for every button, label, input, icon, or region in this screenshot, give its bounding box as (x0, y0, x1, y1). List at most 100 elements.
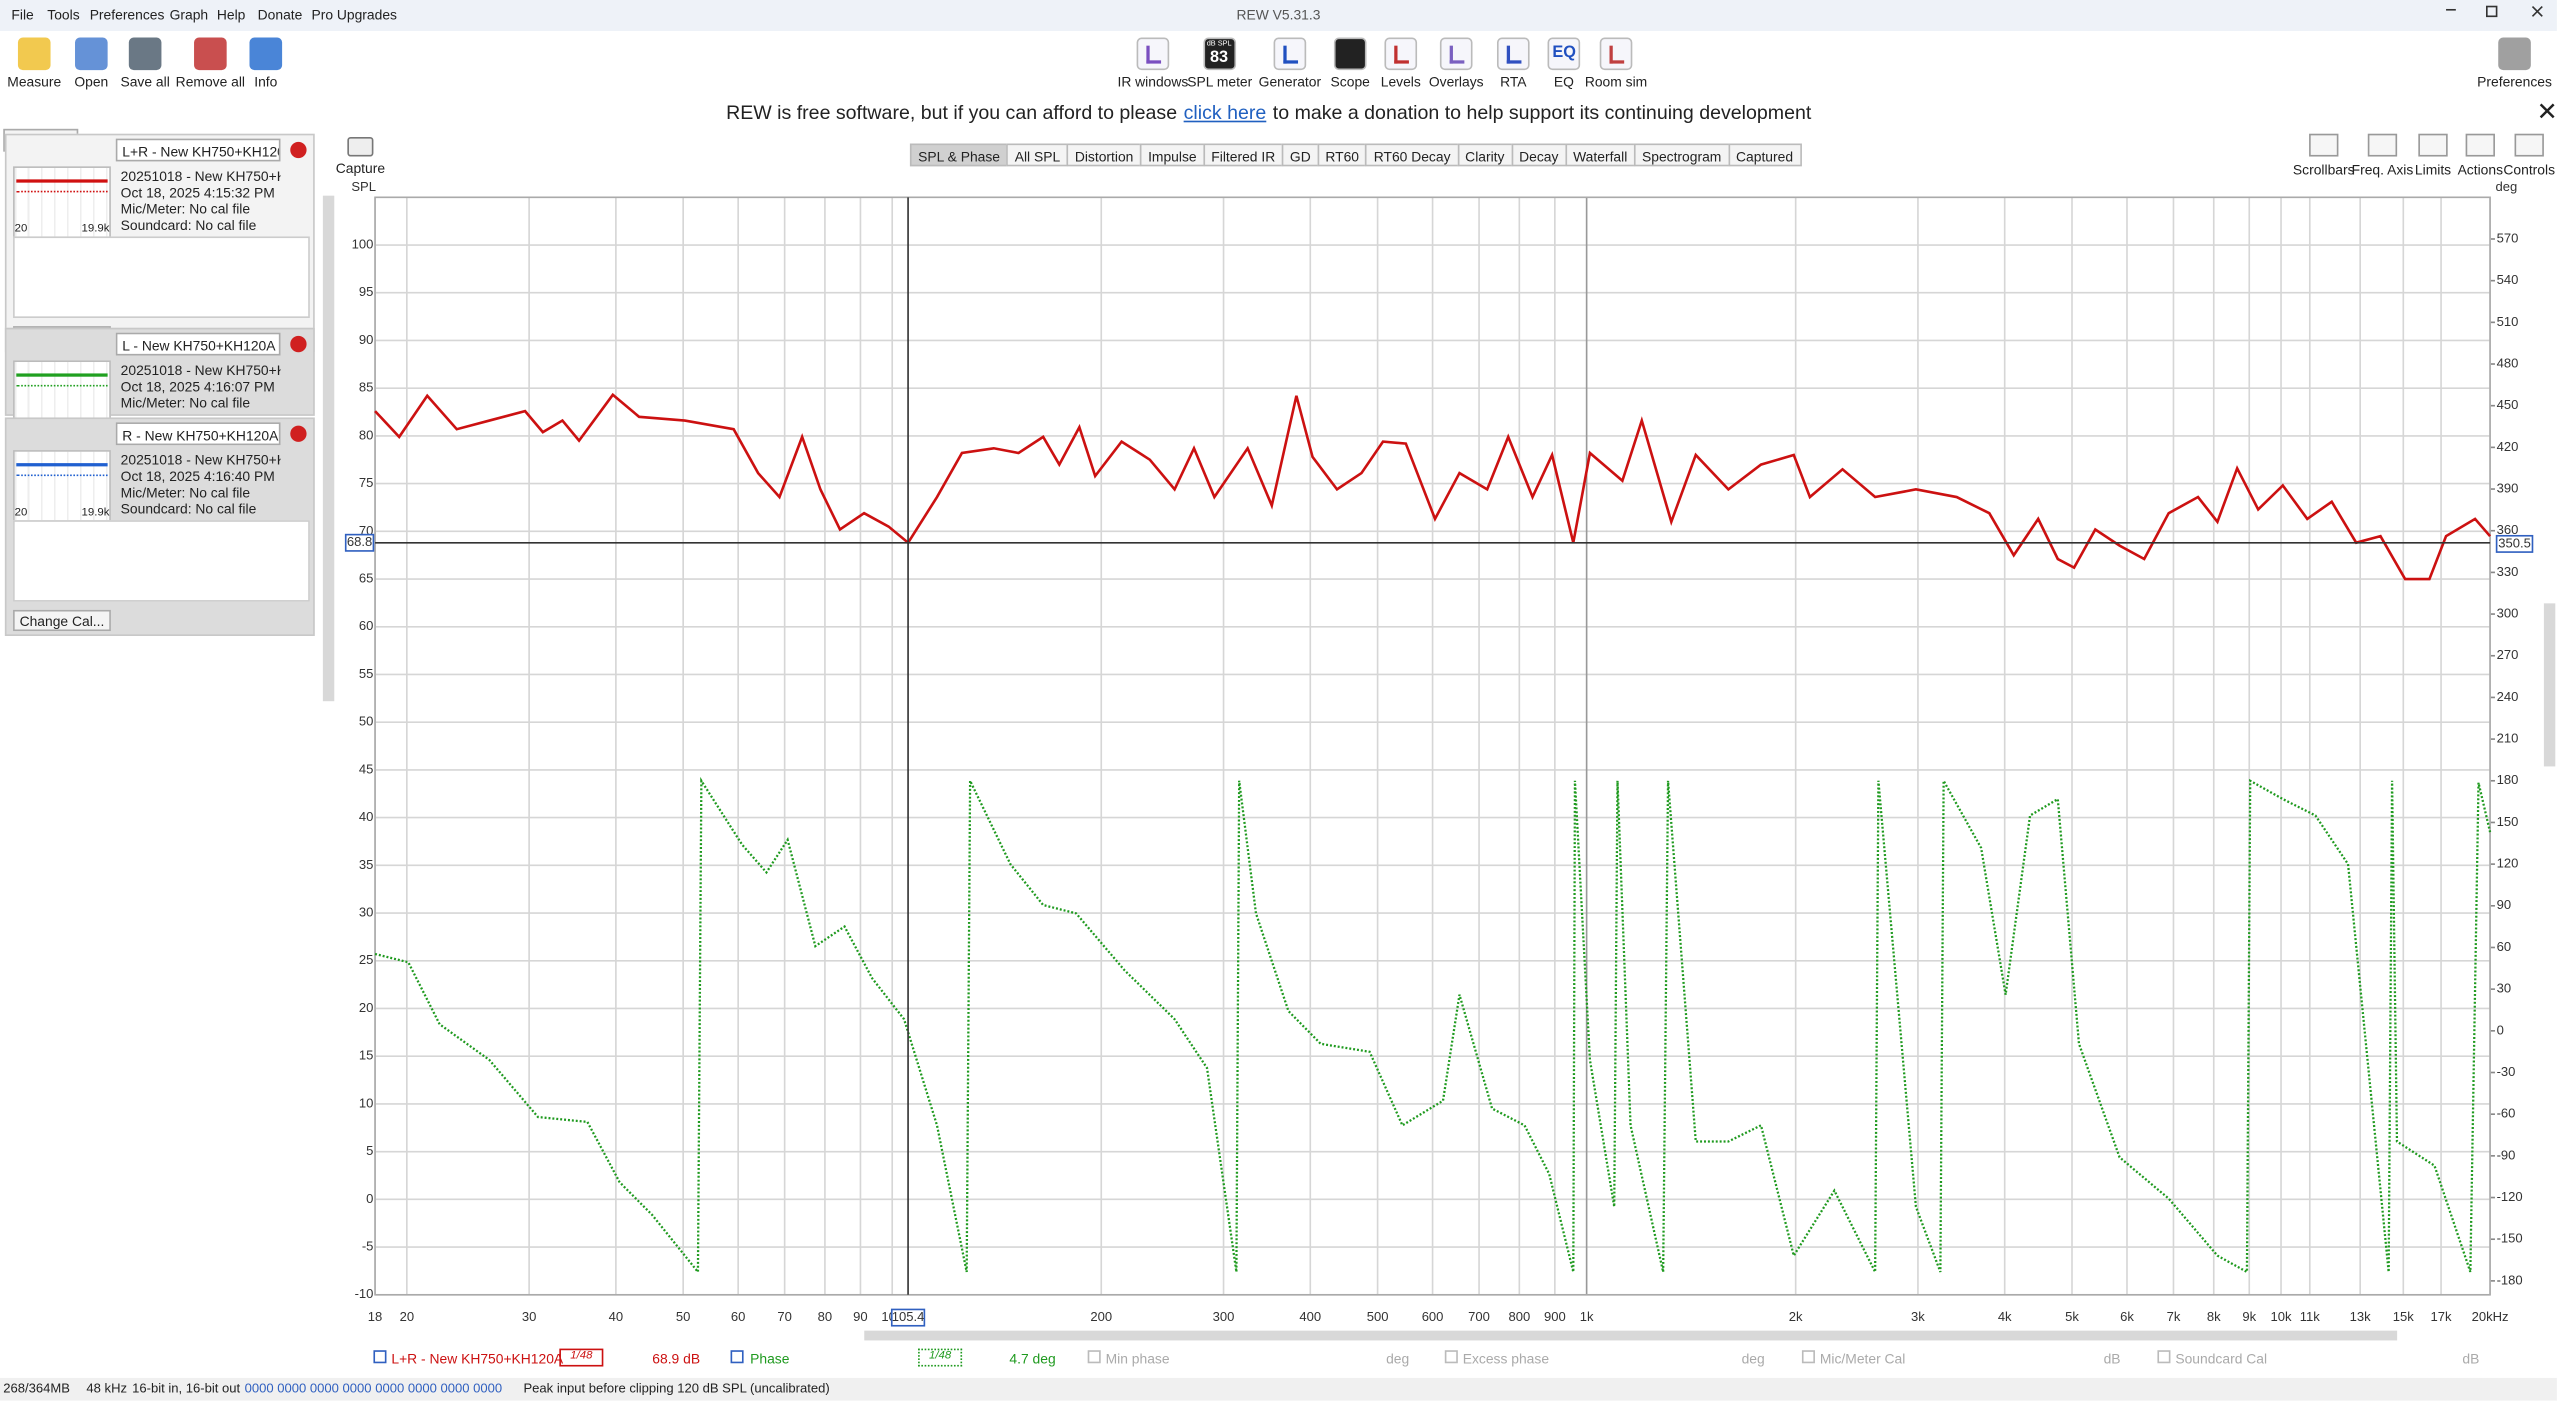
checkbox[interactable] (2157, 1350, 2171, 1364)
checkbox[interactable] (1801, 1350, 1815, 1364)
tool-icon[interactable] (2367, 133, 2398, 157)
tool-label[interactable]: Scrollbars (2292, 161, 2355, 178)
toolbar-icon[interactable] (1333, 37, 1367, 71)
graph-tab[interactable]: Filtered IR (1203, 143, 1284, 167)
x-tick-label: 15k (2393, 1309, 2414, 1324)
toolbar-label[interactable]: Remove all (175, 73, 246, 90)
measurement-name[interactable]: L+R - New KH750+KH120A (115, 138, 281, 162)
measurement-name[interactable]: L - New KH750+KH120A (115, 332, 281, 356)
remove-measurement[interactable] (290, 141, 307, 159)
toolbar-icon[interactable] (17, 37, 51, 71)
side-scrollbar[interactable] (322, 195, 335, 702)
donation-text[interactable]: click here (1183, 101, 1267, 124)
toolbar-icon[interactable] (1136, 37, 1170, 71)
toolbar-label[interactable]: SPL meter (1187, 73, 1253, 90)
legend-disabled[interactable]: Mic/Meter Cal (1819, 1350, 1906, 1367)
toolbar-label[interactable]: EQ (1553, 73, 1574, 90)
toolbar-icon[interactable] (1384, 37, 1418, 71)
checkbox[interactable] (1444, 1350, 1458, 1364)
toolbar-icon[interactable] (194, 37, 227, 71)
thumbnail[interactable] (13, 450, 111, 522)
legend-disabled[interactable]: Excess phase (1462, 1350, 1550, 1367)
y-tick-label: 75 (359, 475, 374, 490)
remove-measurement[interactable] (290, 335, 307, 353)
smoothing-box[interactable]: 1/48 (559, 1348, 604, 1367)
tool-label[interactable]: Freq. Axis (2351, 161, 2414, 178)
toolbar-label[interactable]: Overlays (1428, 73, 1484, 90)
toolbar-label[interactable]: Room sim (1584, 73, 1648, 90)
toolbar-label[interactable]: IR windows (1117, 73, 1189, 90)
notes-area[interactable] (13, 236, 310, 318)
toolbar-label[interactable]: Preferences (2477, 73, 2552, 90)
toolbar-icon[interactable]: EQ (1547, 37, 1581, 71)
tool-icon[interactable] (2465, 133, 2495, 157)
tool-icon[interactable] (2418, 133, 2448, 157)
toolbar-icon[interactable] (2498, 37, 2531, 71)
toolbar-icon[interactable] (1599, 37, 1633, 71)
graph-hscroll[interactable] (864, 1330, 2398, 1341)
smoothing-box[interactable]: 1/48 (918, 1348, 963, 1367)
capture-icon[interactable] (347, 136, 374, 157)
tool-icon[interactable] (2514, 133, 2544, 157)
y2-tick-label: 510 (2497, 314, 2519, 329)
toolbar-label[interactable]: Info (254, 73, 278, 90)
toolbar-icon[interactable] (128, 37, 162, 71)
y-tick-label: 40 (359, 809, 374, 824)
toolbar-icon[interactable] (1273, 37, 1307, 71)
graph-tab[interactable]: Distortion (1066, 143, 1142, 167)
toolbar-icon[interactable] (249, 37, 283, 71)
menu-item[interactable]: Donate (257, 6, 303, 23)
graph-tab[interactable]: RT60 Decay (1365, 143, 1459, 167)
menu-item[interactable]: File (11, 6, 34, 23)
graph-tab[interactable]: Clarity (1457, 143, 1513, 167)
graph-tab[interactable]: GD (1281, 143, 1319, 167)
toolbar-icon[interactable] (1439, 37, 1473, 71)
menu-item[interactable]: Pro Upgrades (311, 6, 397, 23)
graph-tab[interactable]: All SPL (1006, 143, 1069, 167)
change-cal-button[interactable]: Change Cal... (13, 609, 111, 632)
graph-vscroll[interactable] (2543, 603, 2556, 767)
tool-label[interactable]: Actions (2457, 161, 2504, 178)
toolbar-label[interactable]: Levels (1380, 73, 1421, 90)
graph-tab[interactable]: SPL & Phase (909, 143, 1009, 167)
tool-label[interactable]: Controls (2503, 161, 2556, 178)
menu-item[interactable]: Graph (169, 6, 209, 23)
notes-area[interactable] (13, 520, 310, 602)
measurement-name[interactable]: R - New KH750+KH120A (115, 422, 281, 446)
toolbar-label[interactable]: RTA (1500, 73, 1527, 90)
close-banner[interactable] (2539, 103, 2555, 119)
close-button[interactable] (2531, 5, 2543, 17)
tool-icon[interactable] (2309, 133, 2339, 157)
menu-item[interactable]: Tools (47, 6, 80, 23)
legend-series[interactable]: L+R - New KH750+KH120A (391, 1350, 564, 1367)
capture-label[interactable]: Capture (335, 159, 386, 177)
menu-item[interactable]: Help (216, 6, 246, 23)
toolbar-icon[interactable]: dB SPL 83 (1203, 37, 1237, 71)
legend-series[interactable]: Phase (750, 1350, 790, 1367)
thumbnail[interactable] (13, 166, 111, 239)
checkbox[interactable] (373, 1350, 387, 1364)
toolbar-label[interactable]: Generator (1258, 73, 1322, 90)
graph-tab[interactable]: Decay (1510, 143, 1567, 167)
plot-background (334, 195, 2495, 1305)
graph-tab[interactable]: RT60 (1317, 143, 1368, 167)
legend-disabled[interactable]: Soundcard Cal (2175, 1350, 2268, 1367)
toolbar-icon[interactable] (75, 37, 108, 71)
remove-measurement[interactable] (290, 425, 307, 442)
toolbar-label[interactable]: Save all (120, 73, 170, 90)
menu-item[interactable]: Preferences (89, 6, 165, 23)
graph-tab[interactable]: Captured (1727, 143, 1802, 167)
toolbar-icon[interactable] (1496, 37, 1530, 71)
toolbar-label[interactable]: Measure (7, 73, 62, 90)
toolbar-label[interactable]: Open (74, 73, 109, 90)
checkbox[interactable] (730, 1350, 744, 1364)
graph-tab[interactable]: Waterfall (1564, 143, 1636, 167)
graph-tab[interactable]: Spectrogram (1633, 143, 1730, 167)
toolbar-label[interactable]: Scope (1330, 73, 1370, 90)
maximize-button[interactable] (2486, 5, 2498, 18)
legend-disabled[interactable]: Min phase (1105, 1350, 1170, 1367)
tool-label[interactable]: Limits (2414, 161, 2452, 178)
checkbox[interactable] (1087, 1350, 1101, 1364)
graph-tab[interactable]: Impulse (1139, 143, 1205, 167)
cursor-y-label: 68.8 (347, 534, 372, 549)
